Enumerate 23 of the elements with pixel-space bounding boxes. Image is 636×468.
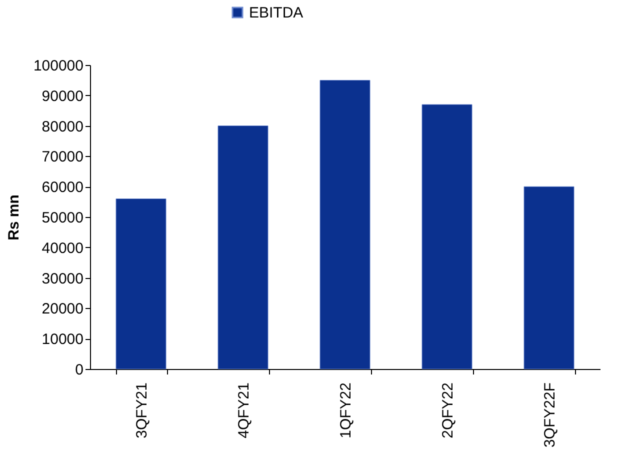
bar	[320, 80, 370, 370]
x-tick-label: 4QFY21	[236, 382, 252, 438]
y-tick-label: 100000	[33, 58, 84, 74]
y-tick-label: 80000	[42, 118, 84, 136]
bar	[116, 198, 166, 370]
x-tick-label: 1QFY22	[338, 382, 354, 438]
y-tick-label: 10000	[42, 331, 84, 348]
y-tick-label: 50000	[42, 210, 84, 226]
bar	[422, 104, 472, 370]
x-tick-label: 3QFY21	[134, 382, 150, 438]
bar	[218, 126, 268, 370]
y-tick-label: 20000	[42, 300, 84, 318]
x-tick-label: 2QFY22	[440, 382, 456, 438]
y-tick-label: 60000	[42, 179, 84, 196]
y-tick-label: 0	[75, 362, 84, 378]
y-tick-label: 90000	[42, 88, 84, 105]
x-tick-label: 3QFY22F	[542, 382, 558, 448]
y-tick-label: 40000	[42, 240, 84, 257]
legend-label: EBITDA	[249, 4, 304, 22]
y-axis-title: Rs mn	[5, 194, 22, 240]
y-tick-label: 30000	[42, 270, 84, 288]
bar	[524, 186, 574, 370]
y-tick-label: 70000	[42, 148, 84, 166]
